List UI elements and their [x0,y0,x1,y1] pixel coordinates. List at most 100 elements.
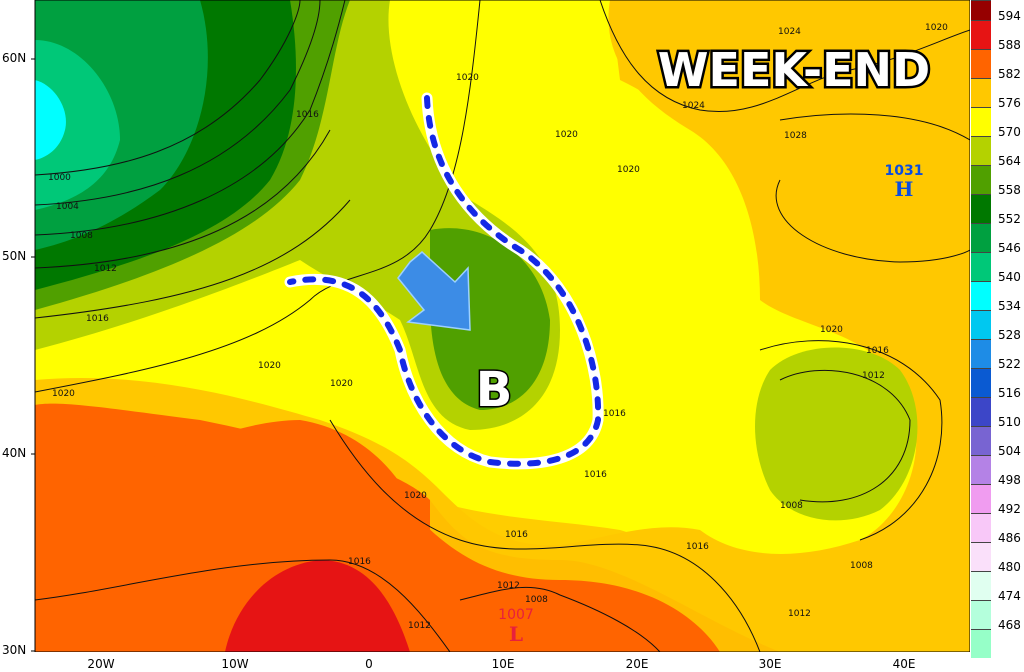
trough-arrow-icon [397,251,471,331]
svg-text:1020: 1020 [925,23,948,33]
legend-value: 582 [998,67,1021,81]
lon-label: 20W [87,657,115,671]
svg-text:1020: 1020 [820,325,843,335]
svg-text:1012: 1012 [497,581,520,591]
svg-text:1008: 1008 [850,561,873,571]
region-orange-gold-top-right [610,0,970,280]
svg-text:1020: 1020 [456,73,479,83]
legend-swatch [971,281,991,310]
svg-text:1028: 1028 [784,131,807,141]
map-title: WEEK-END [658,43,930,97]
legend-value: 534 [998,299,1021,313]
svg-text:1024: 1024 [778,27,801,37]
trough-line [284,92,604,470]
svg-text:1000: 1000 [48,173,71,183]
legend-swatch [971,165,991,194]
legend-value: 594 [998,9,1021,23]
legend-value: 474 [998,589,1021,603]
trough-label: B [476,362,513,418]
legend-value: 564 [998,154,1021,168]
region-orange-spain [35,420,720,652]
legend-swatch [971,194,991,223]
legend-value: 540 [998,270,1021,284]
legend-swatch [971,629,991,658]
isobar-labels: 1000 1004 1008 1012 1016 1016 1020 1020 … [48,23,948,631]
svg-text:1020: 1020 [555,130,578,140]
legend-value: 468 [998,618,1021,632]
svg-text:1024: 1024 [682,101,705,111]
legend-swatch [971,513,991,542]
low-pressure-letter: L [509,622,523,646]
high-pressure-value: 1031 [885,163,924,179]
low-pressure-value: 1007 [498,607,534,623]
svg-text:1004: 1004 [56,202,79,212]
legend-swatch [971,542,991,571]
legend-swatch [971,339,991,368]
lon-label: 10E [491,657,515,671]
svg-text:1012: 1012 [788,609,811,619]
legend-value: 522 [998,357,1021,371]
svg-text:1016: 1016 [866,346,889,356]
lat-label: 30N [2,643,27,657]
svg-text:1012: 1012 [862,371,885,381]
legend-swatch [971,78,991,107]
legend-swatch [971,368,991,397]
svg-text:1020: 1020 [330,379,353,389]
lon-label: 40E [892,657,916,671]
legend-swatch [971,223,991,252]
legend-swatch [971,426,991,455]
svg-text:1016: 1016 [505,530,528,540]
svg-text:1008: 1008 [70,231,93,241]
lon-label: 0 [365,657,373,671]
svg-text:1016: 1016 [348,557,371,567]
legend-value: 546 [998,241,1021,255]
legend-swatch [971,455,991,484]
legend-value: 498 [998,473,1021,487]
svg-text:1016: 1016 [296,110,319,120]
lat-label: 50N [2,249,27,263]
color-legend: 594 588 582 576 570 564 558 552 546 540 534 528 522 5… [970,0,1024,672]
legend-value: 486 [998,531,1021,545]
weather-map: 1000 1004 1008 1012 1016 1016 1020 1020 … [31,0,970,652]
legend-swatch [971,397,991,426]
legend-value: 480 [998,560,1021,574]
legend-value: 492 [998,502,1021,516]
isobars [34,0,970,652]
svg-text:1016: 1016 [603,409,626,419]
legend-swatch [971,20,991,49]
legend-swatch [971,571,991,600]
legend-swatch [971,310,991,339]
legend-swatch [971,484,991,513]
lon-label: 20E [625,657,649,671]
legend-swatch [971,252,991,281]
svg-text:1008: 1008 [525,595,548,605]
legend-swatch [971,600,991,629]
svg-text:1008: 1008 [780,501,803,511]
svg-text:1012: 1012 [408,621,431,631]
high-pressure-letter: H [895,177,914,201]
legend-value: 576 [998,96,1021,110]
legend-value: 510 [998,415,1021,429]
legend-value: 552 [998,212,1021,226]
legend-value: 528 [998,328,1021,342]
legend-value: 570 [998,125,1021,139]
svg-text:1020: 1020 [617,165,640,175]
legend-swatch [971,49,991,78]
region-red-2 [225,560,410,652]
legend-swatch [971,107,991,136]
svg-text:1016: 1016 [86,314,109,324]
legend-value: 516 [998,386,1021,400]
legend-swatch [971,136,991,165]
lat-label: 40N [2,446,27,460]
lon-label: 10W [221,657,249,671]
legend-value: 504 [998,444,1021,458]
region-cyan [35,80,66,160]
lon-label: 30E [758,657,782,671]
svg-text:1016: 1016 [686,542,709,552]
svg-text:1016: 1016 [584,470,607,480]
lat-label: 60N [2,51,27,65]
svg-text:1020: 1020 [404,491,427,501]
legend-swatch [971,0,991,20]
legend-value: 558 [998,183,1021,197]
svg-text:1012: 1012 [94,264,117,274]
